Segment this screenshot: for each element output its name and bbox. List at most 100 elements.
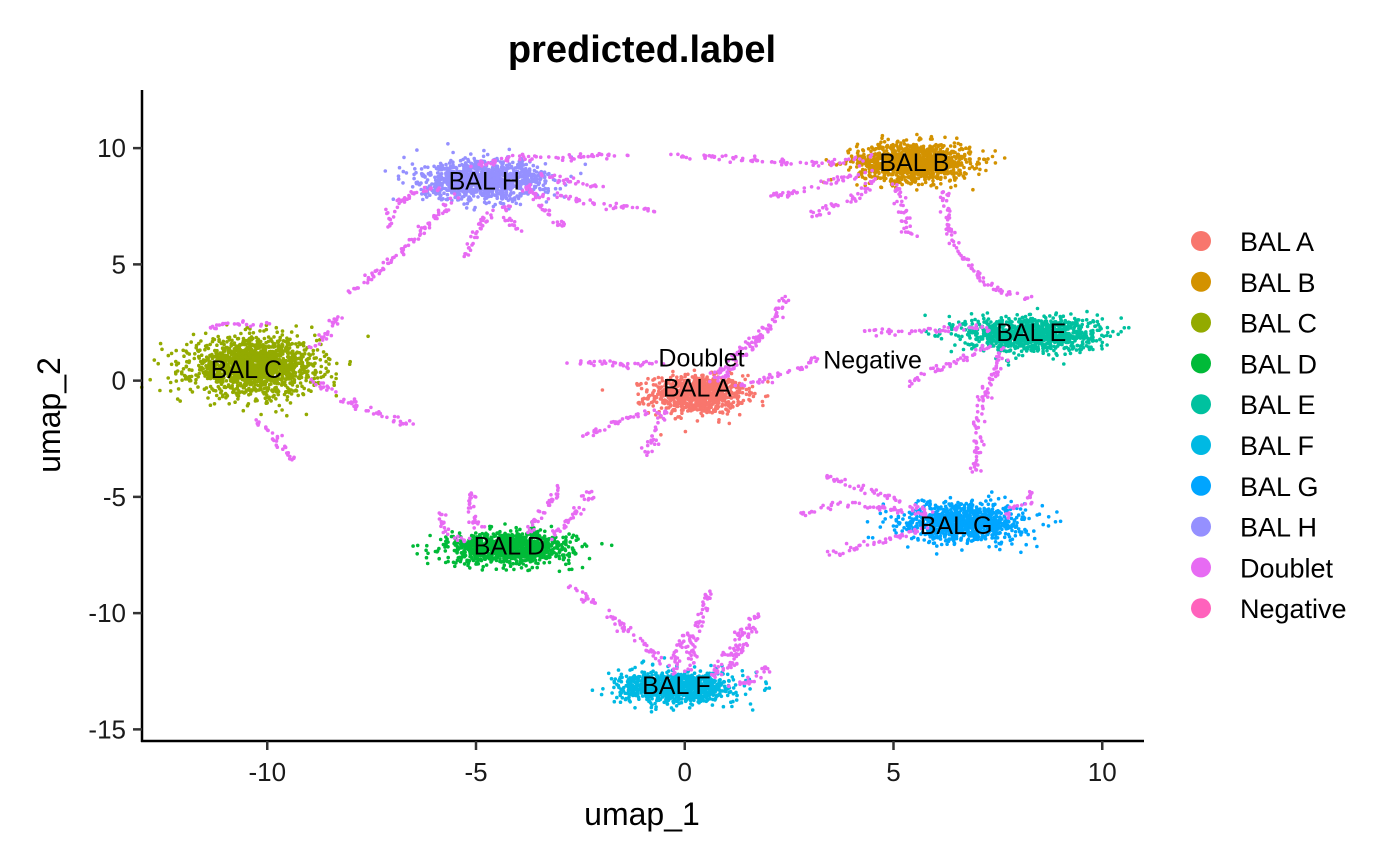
data-point xyxy=(474,562,478,566)
data-point xyxy=(674,400,679,405)
data-point xyxy=(289,330,294,334)
data-point xyxy=(741,398,746,403)
data-point xyxy=(939,336,944,341)
data-point xyxy=(148,377,152,382)
data-point xyxy=(206,396,210,400)
data-point xyxy=(656,375,661,380)
data-point xyxy=(514,525,518,530)
data-point xyxy=(334,393,339,398)
data-point xyxy=(689,406,694,410)
data-point xyxy=(169,362,174,367)
data-point xyxy=(286,351,291,356)
data-point xyxy=(679,399,684,404)
data-point xyxy=(659,397,663,401)
data-point xyxy=(250,350,255,355)
data-point xyxy=(695,377,699,381)
data-point xyxy=(415,543,420,548)
data-point xyxy=(719,385,723,390)
data-point xyxy=(329,375,334,379)
data-point xyxy=(508,564,513,568)
data-point xyxy=(661,391,666,396)
data-point xyxy=(191,332,196,337)
data-point xyxy=(720,410,725,414)
data-point xyxy=(866,147,871,151)
data-point xyxy=(295,334,300,338)
data-point xyxy=(874,152,878,157)
data-point xyxy=(707,388,712,393)
data-point xyxy=(659,433,663,437)
data-point xyxy=(971,187,975,192)
data-point xyxy=(714,397,719,402)
data-point xyxy=(705,403,710,407)
data-point xyxy=(261,390,265,394)
data-point xyxy=(289,377,293,381)
data-point xyxy=(894,143,899,147)
data-point xyxy=(728,390,733,395)
data-point xyxy=(234,344,238,348)
data-point xyxy=(977,157,981,161)
data-point xyxy=(953,183,958,188)
data-point xyxy=(194,377,198,382)
data-point xyxy=(1095,313,1100,317)
data-point xyxy=(305,364,309,369)
data-point xyxy=(584,544,589,548)
data-point xyxy=(301,392,306,397)
data-point xyxy=(437,556,442,561)
data-point xyxy=(426,551,430,556)
data-point xyxy=(711,402,715,406)
data-point xyxy=(230,386,234,390)
data-point xyxy=(846,150,851,155)
data-point xyxy=(675,394,679,398)
data-point xyxy=(710,386,714,390)
data-point xyxy=(766,380,770,384)
data-point xyxy=(720,404,724,408)
data-point xyxy=(949,185,953,190)
data-point xyxy=(557,569,562,574)
data-point xyxy=(511,561,515,566)
data-point xyxy=(313,333,317,338)
data-point xyxy=(879,185,883,189)
data-point xyxy=(763,394,768,399)
data-point xyxy=(931,178,935,183)
data-point xyxy=(898,180,902,185)
data-point xyxy=(244,388,249,393)
data-point xyxy=(679,390,683,394)
data-point xyxy=(208,403,213,408)
data-point xyxy=(246,402,251,406)
data-point xyxy=(226,350,231,355)
data-point xyxy=(665,387,669,392)
data-point xyxy=(283,361,287,366)
data-point xyxy=(263,349,268,354)
data-point xyxy=(574,538,579,542)
data-point xyxy=(272,335,276,339)
data-point xyxy=(287,346,292,350)
data-point xyxy=(542,561,546,565)
data-point xyxy=(952,144,957,149)
data-point xyxy=(692,368,697,373)
data-point xyxy=(1046,352,1051,357)
data-point xyxy=(880,133,885,138)
data-point xyxy=(570,567,574,572)
data-point xyxy=(916,176,921,181)
data-point xyxy=(270,388,274,392)
data-point xyxy=(909,181,914,185)
data-point xyxy=(744,392,749,397)
data-point xyxy=(480,568,485,572)
data-point xyxy=(753,391,757,396)
data-point xyxy=(461,553,465,557)
data-point xyxy=(524,564,528,568)
data-point xyxy=(657,381,662,385)
data-point xyxy=(746,373,750,378)
data-point xyxy=(319,375,323,380)
data-point xyxy=(683,429,688,434)
data-point xyxy=(905,143,909,148)
data-point xyxy=(318,358,323,362)
data-point xyxy=(324,359,328,364)
data-point xyxy=(263,344,268,349)
data-point xyxy=(882,178,887,183)
data-point xyxy=(160,347,164,352)
data-point xyxy=(273,344,278,349)
data-point xyxy=(562,540,566,545)
data-point xyxy=(194,345,198,350)
data-point xyxy=(937,143,942,147)
